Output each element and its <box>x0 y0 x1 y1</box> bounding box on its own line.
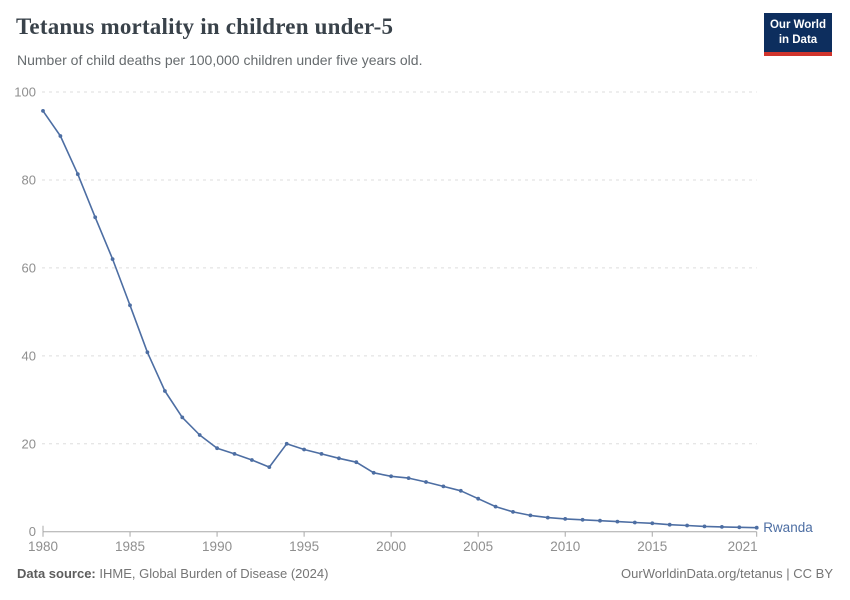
data-point-2020[interactable] <box>737 525 742 530</box>
data-point-2014[interactable] <box>632 520 637 525</box>
x-axis-label-2021: 2021 <box>728 539 758 554</box>
data-point-2018[interactable] <box>702 524 707 529</box>
y-axis-label-20: 20 <box>22 436 36 451</box>
data-point-1994[interactable] <box>284 441 289 446</box>
data-point-1992[interactable] <box>250 458 254 462</box>
y-axis-label-60: 60 <box>22 260 36 275</box>
x-axis-label-1990: 1990 <box>202 539 232 554</box>
data-point-1983[interactable] <box>93 215 98 220</box>
x-axis-label-2005: 2005 <box>463 539 493 554</box>
y-axis-label-0: 0 <box>29 524 36 539</box>
data-point-2007[interactable] <box>511 510 515 514</box>
data-point-1993[interactable] <box>267 465 272 469</box>
data-point-1988[interactable] <box>180 415 185 420</box>
data-point-2013[interactable] <box>615 519 620 524</box>
data-point-2016[interactable] <box>667 522 672 527</box>
x-axis-label-1980: 1980 <box>28 539 58 554</box>
y-axis-label-80: 80 <box>22 172 36 187</box>
data-point-2010[interactable] <box>563 517 568 521</box>
data-point-2005[interactable] <box>476 496 481 501</box>
entity-label-rwanda[interactable]: Rwanda <box>763 520 813 535</box>
owid-logo-line2: in Data <box>778 33 818 46</box>
data-point-2019[interactable] <box>720 525 724 529</box>
x-axis-label-2010: 2010 <box>550 539 580 554</box>
chart-footer: Data source: IHME, Global Burden of Dise… <box>17 566 833 581</box>
data-point-2015[interactable] <box>650 521 655 526</box>
data-point-1991[interactable] <box>232 452 237 456</box>
owid-license-link[interactable]: OurWorldinData.org/tetanus | CC BY <box>621 566 833 581</box>
owid-logo-line1: Our World <box>769 19 826 31</box>
chart-subtitle: Number of child deaths per 100,000 child… <box>17 52 423 68</box>
data-source-text: IHME, Global Burden of Disease (2024) <box>95 566 329 581</box>
data-point-2004[interactable] <box>458 488 463 493</box>
page-title: Tetanus mortality in children under-5 <box>16 14 394 39</box>
data-source-note: Data source: IHME, Global Burden of Dise… <box>17 566 328 581</box>
data-point-2009[interactable] <box>545 515 550 520</box>
data-point-1995[interactable] <box>302 447 306 452</box>
data-point-2001[interactable] <box>406 476 411 480</box>
data-point-1987[interactable] <box>163 389 167 393</box>
data-point-1986[interactable] <box>145 350 150 355</box>
x-axis-label-2015: 2015 <box>637 539 667 554</box>
y-axis-label-40: 40 <box>22 348 36 363</box>
data-source-label: Data source: <box>17 566 96 581</box>
data-point-1989[interactable] <box>197 433 202 437</box>
data-point-2002[interactable] <box>424 480 428 484</box>
data-point-2008[interactable] <box>528 513 533 518</box>
data-point-1982[interactable] <box>75 172 80 177</box>
data-point-1997[interactable] <box>337 456 341 461</box>
data-point-2000[interactable] <box>389 474 393 479</box>
data-point-1999[interactable] <box>371 470 376 475</box>
data-point-2006[interactable] <box>493 504 498 509</box>
data-point-2021[interactable] <box>754 525 759 530</box>
data-point-1985[interactable] <box>128 303 132 308</box>
y-axis-label-100: 100 <box>14 85 36 100</box>
data-point-1990[interactable] <box>215 446 220 451</box>
rwanda-line-series[interactable] <box>42 110 757 529</box>
x-axis-label-1985: 1985 <box>115 539 145 554</box>
x-axis-label-1995: 1995 <box>289 539 319 554</box>
data-point-1996[interactable] <box>319 452 324 456</box>
data-point-2012[interactable] <box>598 518 602 523</box>
data-point-1984[interactable] <box>110 257 115 261</box>
data-point-1998[interactable] <box>354 460 359 465</box>
data-point-2017[interactable] <box>685 523 689 528</box>
data-point-2003[interactable] <box>441 484 446 489</box>
data-point-1981[interactable] <box>58 134 63 138</box>
data-point-2011[interactable] <box>580 517 585 522</box>
owid-logo[interactable]: Our World in Data <box>764 13 832 56</box>
data-point-1980[interactable] <box>41 109 45 113</box>
x-axis-label-2000: 2000 <box>376 539 406 554</box>
